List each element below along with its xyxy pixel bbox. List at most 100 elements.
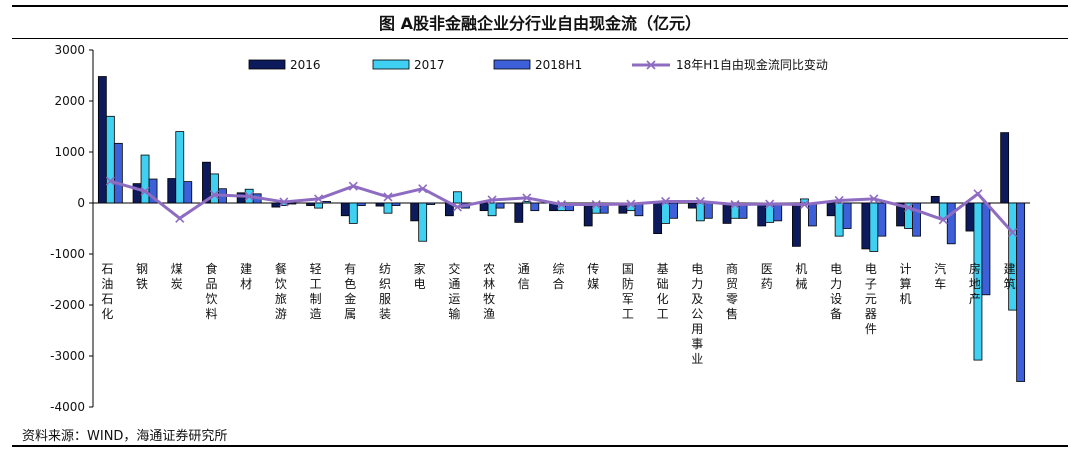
line-point-电力及公用事业 xyxy=(695,196,705,207)
bar-2016-通信 xyxy=(514,202,524,223)
line-point-商贸零售 xyxy=(730,199,740,210)
bar-2016-钢铁 xyxy=(132,183,142,204)
line-point-纺织服装 xyxy=(383,192,393,202)
y-tick-label: 1000 xyxy=(54,145,85,159)
bar-2017-轻工制造 xyxy=(314,202,323,209)
category-label: 农林牧渔 xyxy=(483,262,495,321)
bar-2017-石油石化 xyxy=(105,115,115,204)
bar-2017-通信 xyxy=(522,201,532,204)
legend-swatch xyxy=(493,59,531,70)
category-label: 医药 xyxy=(761,262,773,291)
category-label: 通信 xyxy=(518,262,530,291)
bar-2018H1-汽车 xyxy=(946,202,956,245)
category-label: 石油石化 xyxy=(101,262,113,321)
line-point-国防军工 xyxy=(626,199,636,209)
bar-2016-有色金属 xyxy=(340,202,350,217)
bar-2018H1-电力设备 xyxy=(842,202,852,229)
category-label: 基础化工 xyxy=(657,262,669,321)
legend-marker xyxy=(646,60,656,70)
category-label: 建材 xyxy=(240,262,252,291)
bar-2018H1-房地产 xyxy=(981,202,991,296)
bar-2018H1-建筑 xyxy=(1016,202,1026,382)
category-label: 餐饮旅游 xyxy=(275,261,287,321)
y-tick-label: 2000 xyxy=(54,94,85,108)
bar-2016-汽车 xyxy=(930,195,940,204)
bar-2016-煤炭 xyxy=(167,178,177,204)
legend-label: 18年H1自由现金流同比变动 xyxy=(676,57,828,72)
y-tick-label: -3000 xyxy=(50,349,85,363)
bar-2017-电力设备 xyxy=(834,202,844,237)
bar-2017-电力及公用事业 xyxy=(695,202,705,222)
bar-2018H1-电力及公用事业 xyxy=(703,202,713,219)
bar-2016-电力设备 xyxy=(826,202,836,217)
legend: 2016 2017 2018H1 18年H1自由现金流同比变动 xyxy=(248,57,828,72)
bar-2016-农林牧渔 xyxy=(479,202,489,212)
line-point-电子元器件 xyxy=(869,194,879,204)
change-line xyxy=(105,176,1018,238)
bar-2018H1-综合 xyxy=(565,202,574,212)
bar-2016-纺织服装 xyxy=(375,202,385,207)
bar-2018H1-电子元器件 xyxy=(877,202,887,237)
bar-2018H1-石油石化 xyxy=(113,142,123,204)
line-point-医药 xyxy=(765,199,775,209)
category-label: 综合 xyxy=(552,262,564,291)
bar-2017-钢铁 xyxy=(140,154,150,204)
line-point-轻工制造 xyxy=(314,194,324,204)
bar-2018H1-煤炭 xyxy=(183,181,193,204)
bar-2017-电子元器件 xyxy=(869,202,879,252)
bar-2018H1-通信 xyxy=(530,202,540,212)
bar-2018H1-钢铁 xyxy=(148,178,158,204)
bar-2017-家电 xyxy=(418,202,428,242)
line-point-建材 xyxy=(244,191,254,201)
y-tick-label: -2000 xyxy=(50,298,85,312)
y-tick-label: -4000 xyxy=(50,400,85,414)
category-label: 轻工制造 xyxy=(310,262,322,321)
top-rule xyxy=(12,5,1068,7)
bar-2016-房地产 xyxy=(965,202,975,232)
bar-2017-交通运输 xyxy=(452,191,462,204)
line-point-电力设备 xyxy=(834,195,844,206)
bar-2016-建材 xyxy=(236,192,246,204)
category-label: 商贸零售 xyxy=(726,261,738,321)
chart-title: 图 A股非金融企业分行业自由现金流（亿元） xyxy=(379,14,701,33)
bar-2017-农林牧渔 xyxy=(487,202,497,217)
category-label: 机械 xyxy=(795,262,807,291)
bottom-rule xyxy=(12,445,1068,447)
category-label: 交通运输 xyxy=(448,261,460,321)
bar-2018H1-轻工制造 xyxy=(322,201,331,204)
line-point-建筑 xyxy=(1008,228,1018,238)
line-point-钢铁 xyxy=(140,186,150,196)
bar-2017-基础化工 xyxy=(661,202,671,224)
bar-2018H1-餐饮旅游 xyxy=(287,202,297,205)
bar-2018H1-计算机 xyxy=(912,202,921,237)
bar-2016-电子元器件 xyxy=(861,202,871,250)
category-label: 电力及公用事业 xyxy=(691,262,703,366)
bar-2016-医药 xyxy=(757,202,767,227)
bar-2018H1-农林牧渔 xyxy=(495,202,505,209)
bar-2018H1-有色金属 xyxy=(356,202,366,206)
bar-2018H1-机械 xyxy=(808,202,817,227)
source-note: 资料来源：WIND，海通证券研究所 xyxy=(22,429,228,444)
category-label: 国防军工 xyxy=(622,262,634,321)
legend-label: 2017 xyxy=(414,58,445,72)
line-point-石油石化 xyxy=(105,176,115,186)
legend-label: 2018H1 xyxy=(535,58,582,72)
bar-2016-石油石化 xyxy=(97,76,107,204)
line-point-基础化工 xyxy=(661,196,671,207)
line-point-计算机 xyxy=(903,203,914,213)
category-label: 家电 xyxy=(414,261,426,291)
category-label: 建筑 xyxy=(1004,262,1016,291)
y-tick-label: 3000 xyxy=(54,43,85,57)
bar-2017-煤炭 xyxy=(175,131,185,204)
bar-2018H1-纺织服装 xyxy=(391,202,401,206)
category-label: 钢铁 xyxy=(136,262,148,291)
bar-2016-商贸零售 xyxy=(722,202,732,224)
bar-2016-轻工制造 xyxy=(306,202,315,206)
legend-label: 2016 xyxy=(290,58,321,72)
bar-2017-建筑 xyxy=(1008,202,1018,311)
bar-2016-电力及公用事业 xyxy=(687,202,697,209)
bar-2016-机械 xyxy=(792,202,801,247)
line-point-家电 xyxy=(418,184,428,194)
category-label: 计算机 xyxy=(900,262,912,306)
